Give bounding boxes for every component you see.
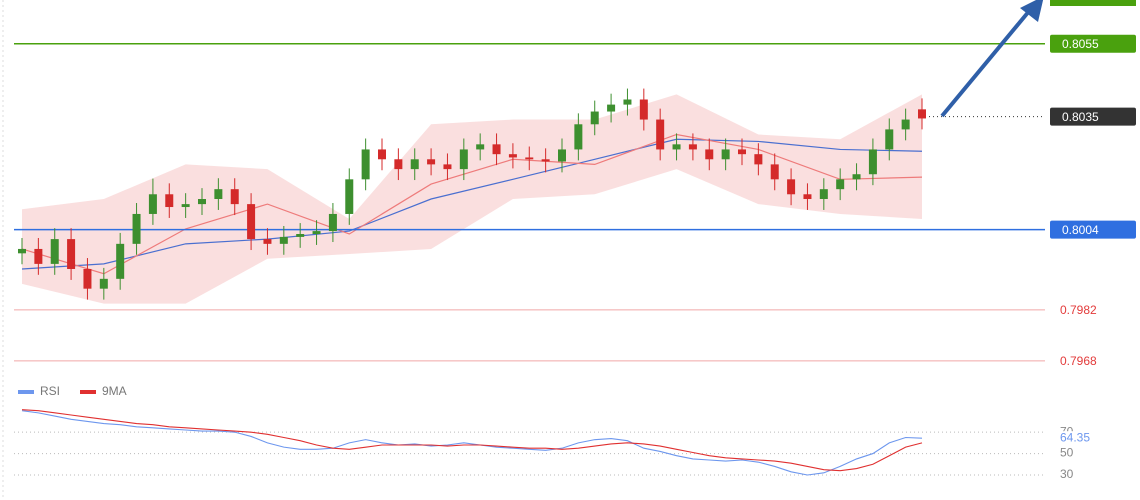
arrow-head: [1020, 0, 1044, 22]
candle-body: [705, 149, 714, 160]
candle-body: [819, 189, 828, 200]
candle-body: [787, 179, 796, 195]
candle-body: [345, 179, 354, 214]
candle-body: [672, 144, 681, 150]
rsi-value-bg: [1056, 431, 1096, 446]
rsi-tick-label: 50: [1060, 446, 1074, 460]
candle-body: [525, 157, 534, 160]
level-label: 0.8035: [1062, 110, 1099, 124]
candle-body: [607, 104, 616, 112]
legend-label: RSI: [40, 384, 60, 398]
price-panel: 0.8055 0.8035 0.8004 0.7982 0.7968: [14, 34, 1136, 368]
ma-slow-line: [21, 138, 923, 270]
candle-body: [181, 204, 190, 208]
candle-body: [378, 149, 386, 160]
candle-body: [901, 119, 910, 130]
candle-body: [754, 154, 763, 165]
arrow-shaft: [940, 8, 1032, 118]
candle-body: [738, 149, 746, 155]
candle-body: [99, 278, 108, 289]
candle-body: [868, 149, 877, 175]
level-label-box: [1050, 220, 1136, 239]
candle-body: [279, 236, 288, 244]
level-label: 0.7982: [1060, 303, 1097, 317]
candle-body: [312, 231, 321, 234]
candle-body: [67, 239, 76, 269]
candle-body: [165, 194, 174, 208]
candle-body: [541, 159, 550, 162]
target-box: [1050, 0, 1136, 6]
candle-body: [247, 204, 256, 240]
trend-arrow: [940, 0, 1044, 118]
level-label: 0.8055: [1062, 37, 1099, 51]
rsi-value-label: 64.35: [1060, 430, 1090, 444]
rsi-tick-label: 30: [1060, 467, 1074, 481]
candle-body: [116, 243, 125, 279]
candle-body: [803, 194, 812, 200]
candle-body: [263, 239, 272, 244]
candle-body: [198, 199, 206, 205]
candle-body: [492, 144, 501, 155]
candle-body: [83, 268, 92, 289]
candle-body: [148, 194, 157, 214]
legend-label: 9MA: [102, 384, 127, 398]
candle-body: [230, 189, 239, 205]
rsi-panel: 305070RSI9MA64.35: [14, 384, 1096, 481]
rsi-line: [21, 410, 923, 476]
candle-body: [410, 159, 419, 170]
level-label-box: [1050, 107, 1136, 126]
ma-fast-line: [21, 133, 923, 275]
candle-body: [590, 111, 599, 125]
candle-body: [721, 149, 730, 160]
candle-body: [328, 213, 337, 232]
candle-body: [18, 248, 26, 254]
candle-body: [836, 179, 845, 190]
candle-body: [688, 144, 697, 150]
candle-body: [639, 99, 648, 120]
candle-body: [34, 248, 43, 264]
candle-body: [770, 164, 779, 180]
candle-body: [656, 119, 665, 150]
rsi-line: [21, 409, 923, 472]
candle-body: [574, 124, 583, 150]
candle-body: [443, 164, 452, 170]
candle-body: [50, 239, 59, 264]
level-label: 0.8004: [1062, 223, 1099, 237]
candle-body: [427, 159, 436, 165]
candle-body: [623, 99, 632, 105]
candle-body: [558, 149, 566, 162]
candle-body: [459, 149, 468, 170]
candle-body: [361, 149, 370, 180]
candle-body: [918, 109, 926, 119]
candle-body: [132, 213, 141, 244]
bollinger-band: [22, 94, 922, 304]
candle-body: [214, 189, 223, 200]
level-label: 0.7968: [1060, 354, 1097, 368]
candle-body: [296, 234, 305, 237]
candle-body: [885, 129, 894, 150]
candle-body: [852, 174, 861, 180]
candle-body: [508, 154, 517, 158]
candle-body: [476, 144, 485, 150]
level-label-box: [1050, 34, 1136, 53]
candle-body: [394, 159, 403, 170]
